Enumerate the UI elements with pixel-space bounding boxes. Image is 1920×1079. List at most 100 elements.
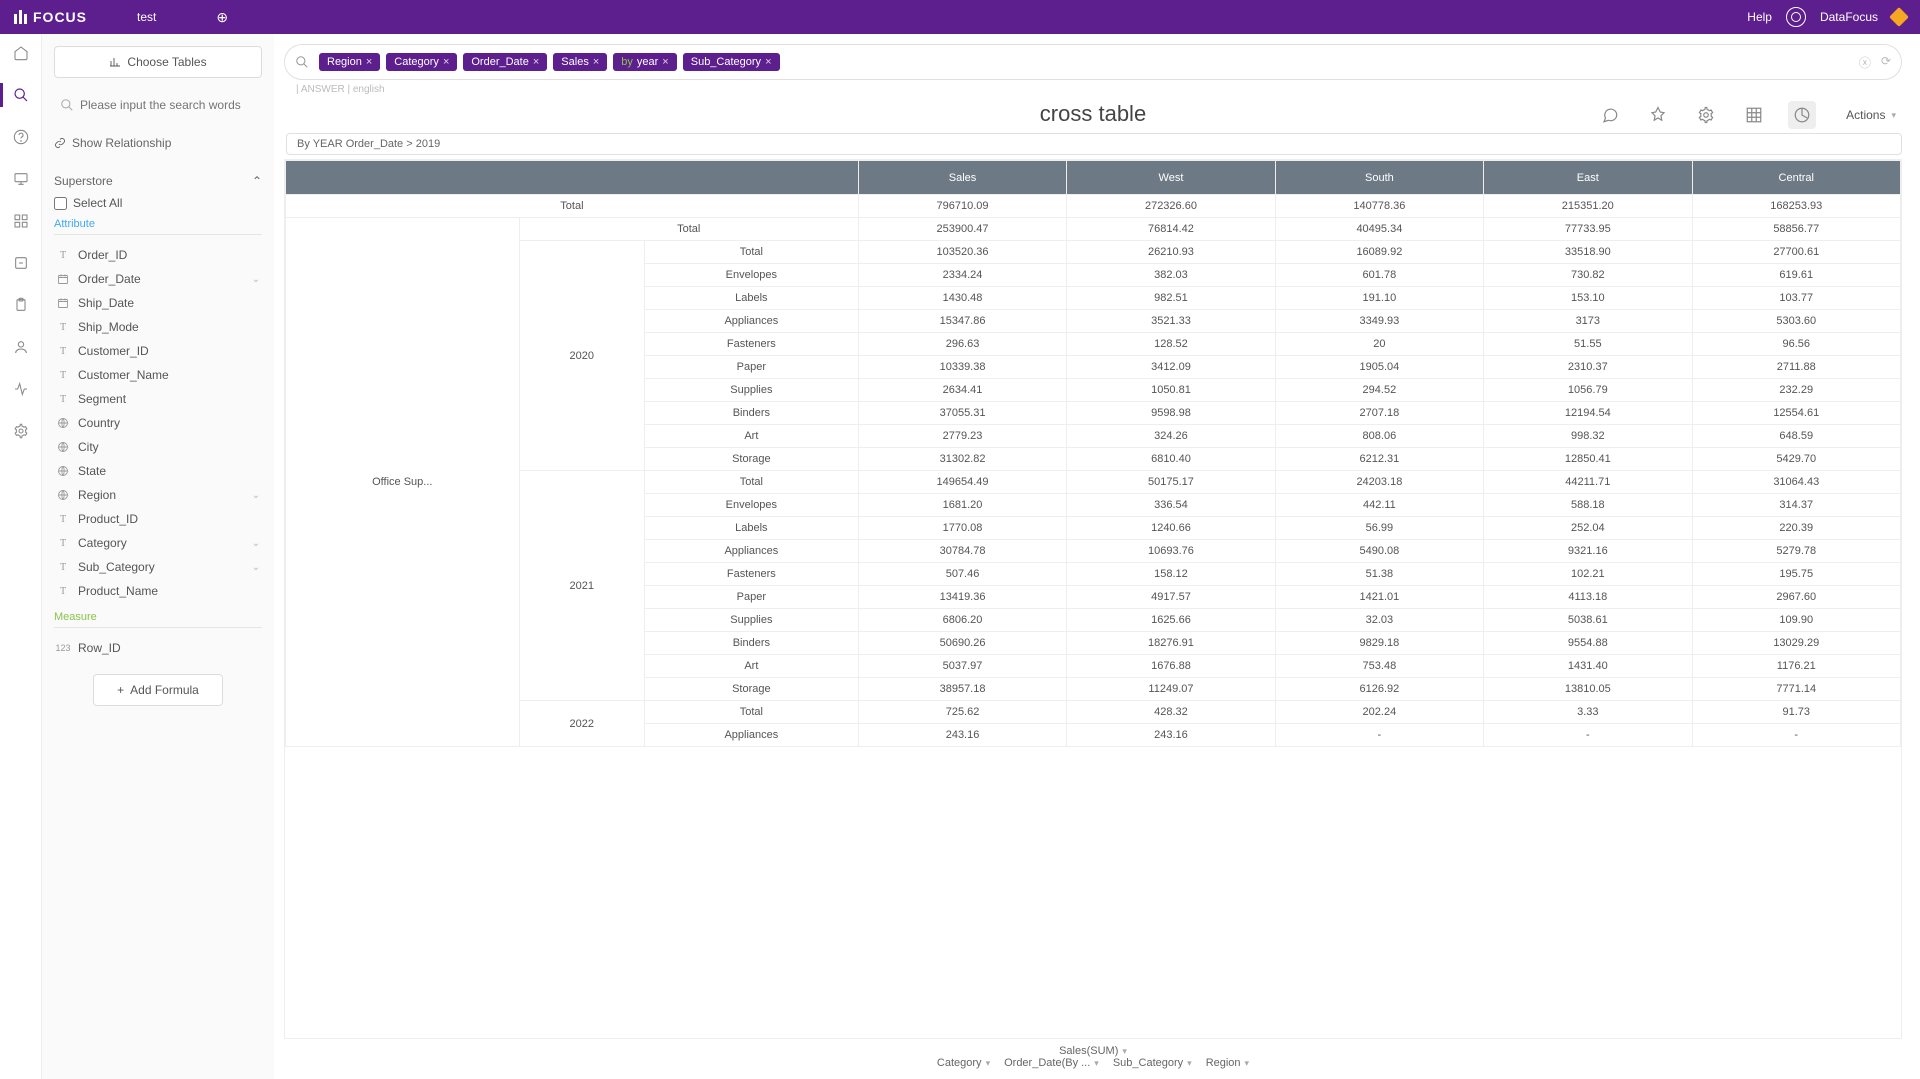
row-label[interactable]: Storage: [644, 678, 858, 701]
row-label[interactable]: Paper: [644, 586, 858, 609]
query-chip[interactable]: Region ×: [319, 53, 380, 71]
row-label[interactable]: Total: [644, 701, 858, 724]
row-label[interactable]: Appliances: [644, 310, 858, 333]
chip-remove-icon[interactable]: ×: [533, 56, 539, 68]
footer-dim[interactable]: Order_Date(By ... ▾: [1004, 1057, 1099, 1069]
chip-remove-icon[interactable]: ×: [662, 56, 668, 68]
footer-dim[interactable]: Sub_Category ▾: [1113, 1057, 1192, 1069]
refresh-icon[interactable]: ⟳: [1881, 54, 1891, 71]
row-label[interactable]: Appliances: [644, 540, 858, 563]
footer-dim[interactable]: Category ▾: [937, 1057, 990, 1069]
row-label[interactable]: Supplies: [644, 609, 858, 632]
fields-sidebar: Choose Tables Show Relationship Supersto…: [42, 34, 274, 1079]
chip-remove-icon[interactable]: ×: [443, 56, 449, 68]
query-chip[interactable]: Category ×: [386, 53, 457, 71]
user-icon[interactable]: [12, 338, 30, 356]
query-chip[interactable]: Sub_Category ×: [683, 53, 780, 71]
home-icon[interactable]: [12, 44, 30, 62]
row-label[interactable]: Fasteners: [644, 563, 858, 586]
field-type-icon: T: [56, 250, 70, 261]
query-chip[interactable]: by year ×: [613, 53, 676, 71]
field-item[interactable]: T Order_ID: [54, 243, 262, 267]
row-label[interactable]: Labels: [644, 287, 858, 310]
filter-pill[interactable]: By YEAR Order_Date > 2019: [286, 133, 1902, 155]
row-label[interactable]: Labels: [644, 517, 858, 540]
row-label[interactable]: Total: [519, 218, 858, 241]
row-label[interactable]: Appliances: [644, 724, 858, 747]
chip-by: by: [621, 56, 633, 68]
field-item[interactable]: T Customer_Name: [54, 363, 262, 387]
table-cell: 753.48: [1275, 655, 1483, 678]
choose-tables-button[interactable]: Choose Tables: [54, 46, 262, 78]
field-search-input[interactable]: [80, 98, 256, 112]
cross-table-container[interactable]: RegionSalesCateg...Order... SalesWestSou…: [284, 159, 1902, 1039]
query-chip[interactable]: Sales ×: [553, 53, 607, 71]
field-item[interactable]: T Ship_Mode: [54, 315, 262, 339]
chip-remove-icon[interactable]: ×: [593, 56, 599, 68]
row-label[interactable]: Total: [644, 241, 858, 264]
chip-remove-icon[interactable]: ×: [765, 56, 771, 68]
user-avatar-icon[interactable]: [1786, 7, 1806, 27]
field-item[interactable]: Region ⌄: [54, 483, 262, 507]
monitor-icon[interactable]: [12, 170, 30, 188]
show-relationship[interactable]: Show Relationship: [54, 136, 262, 150]
query-chip[interactable]: Order_Date ×: [463, 53, 547, 71]
row-label[interactable]: Office Sup...: [286, 218, 520, 747]
col-header[interactable]: East: [1484, 161, 1692, 195]
field-item[interactable]: State: [54, 459, 262, 483]
field-item[interactable]: T Segment: [54, 387, 262, 411]
activity-icon[interactable]: [12, 380, 30, 398]
row-label[interactable]: Binders: [644, 632, 858, 655]
row-label[interactable]: 2022: [519, 701, 644, 747]
user-name[interactable]: DataFocus: [1820, 10, 1878, 24]
field-search[interactable]: [54, 92, 262, 118]
row-label[interactable]: Supplies: [644, 379, 858, 402]
search-nav-icon[interactable]: [12, 86, 30, 104]
field-item[interactable]: T Product_Name: [54, 579, 262, 603]
field-item[interactable]: T Category ⌄: [54, 531, 262, 555]
help-link[interactable]: Help: [1747, 10, 1772, 24]
col-header[interactable]: Central: [1692, 161, 1900, 195]
row-label[interactable]: Envelopes: [644, 494, 858, 517]
row-label[interactable]: Art: [644, 425, 858, 448]
field-item[interactable]: City: [54, 435, 262, 459]
clipboard-icon[interactable]: [12, 296, 30, 314]
query-bar[interactable]: Region × Category × Order_Date × Sales ×…: [284, 44, 1902, 80]
footer-measure[interactable]: Sales(SUM) ▾: [1059, 1045, 1127, 1057]
col-header[interactable]: Sales: [858, 161, 1066, 195]
settings-icon[interactable]: [12, 422, 30, 440]
table-cell: 1421.01: [1275, 586, 1483, 609]
select-all-checkbox[interactable]: Select All: [54, 196, 262, 210]
row-label[interactable]: Total: [286, 195, 859, 218]
add-formula-button[interactable]: + Add Formula: [93, 674, 223, 706]
add-tab-icon[interactable]: ⊕: [216, 9, 228, 26]
row-label[interactable]: Envelopes: [644, 264, 858, 287]
help-nav-icon[interactable]: [12, 128, 30, 146]
field-item[interactable]: 123 Row_ID: [54, 636, 262, 660]
field-item[interactable]: T Sub_Category ⌄: [54, 555, 262, 579]
row-label[interactable]: Art: [644, 655, 858, 678]
table-cell: 2711.88: [1692, 356, 1900, 379]
row-label[interactable]: 2020: [519, 241, 644, 471]
box-icon[interactable]: [12, 254, 30, 272]
data-source-header[interactable]: Superstore ⌃: [54, 174, 262, 188]
col-header[interactable]: South: [1275, 161, 1483, 195]
row-label[interactable]: Paper: [644, 356, 858, 379]
grid-icon[interactable]: [12, 212, 30, 230]
col-header[interactable]: West: [1067, 161, 1275, 195]
field-item[interactable]: Order_Date ⌄: [54, 267, 262, 291]
field-item[interactable]: T Product_ID: [54, 507, 262, 531]
row-label[interactable]: Binders: [644, 402, 858, 425]
field-item[interactable]: Country: [54, 411, 262, 435]
row-label[interactable]: 2021: [519, 471, 644, 701]
footer-dim[interactable]: Region ▾: [1206, 1057, 1249, 1069]
select-all-input[interactable]: [54, 197, 67, 210]
row-label[interactable]: Storage: [644, 448, 858, 471]
row-label[interactable]: Total: [644, 471, 858, 494]
field-item[interactable]: Ship_Date: [54, 291, 262, 315]
field-item[interactable]: T Customer_ID: [54, 339, 262, 363]
chip-remove-icon[interactable]: ×: [366, 56, 372, 68]
row-label[interactable]: Fasteners: [644, 333, 858, 356]
workspace-tab[interactable]: test: [137, 10, 156, 24]
clear-query-icon[interactable]: ⓧ: [1859, 54, 1871, 71]
